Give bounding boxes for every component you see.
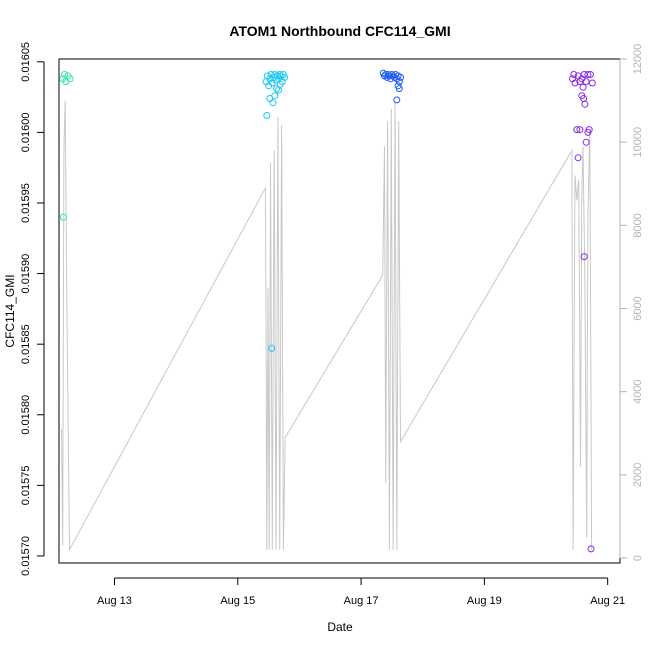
- x-tick-label: Aug 15: [220, 595, 255, 607]
- y-tick-label: 0.01580: [20, 395, 32, 435]
- data-point: [276, 80, 284, 88]
- y2-tick-label: 10000: [632, 127, 644, 158]
- data-point: [395, 85, 403, 93]
- data-point: [588, 79, 596, 87]
- data-point: [585, 126, 593, 134]
- data-point: [281, 73, 289, 81]
- chart-title: ATOM1 Northbound CFC114_GMI: [229, 23, 450, 39]
- data-point: [580, 253, 588, 261]
- y2-tick-label: 12000: [632, 44, 644, 75]
- y2-tick-label: 4000: [632, 379, 644, 403]
- data-point: [576, 126, 584, 134]
- y-tick-label: 0.01600: [20, 113, 32, 153]
- plot-frame: [58, 58, 621, 564]
- data-point: [586, 71, 594, 78]
- data-point: [269, 99, 277, 107]
- y-tick-label: 0.01590: [20, 254, 32, 294]
- x-tick-label: Aug 21: [590, 595, 625, 607]
- y-tick-label: 0.01575: [20, 465, 32, 505]
- y2-tick-label: 2000: [632, 463, 644, 487]
- x-tick-label: Aug 13: [97, 595, 132, 607]
- data-points-group: [59, 69, 596, 553]
- altitude-line: [61, 100, 593, 552]
- y-axis-right: 0 2000 4000 6000 8000 10000 12000: [619, 44, 644, 561]
- data-point: [587, 545, 595, 553]
- data-point: [61, 71, 68, 78]
- data-point: [263, 112, 271, 119]
- data-point: [584, 71, 592, 78]
- data-point: [582, 138, 590, 146]
- x-tick-label: Aug 17: [344, 595, 379, 607]
- y-tick-label: 0.01605: [20, 42, 32, 82]
- data-point: [582, 78, 590, 86]
- y2-tick-label: 8000: [632, 213, 644, 237]
- data-point: [397, 73, 404, 81]
- altitude-line-group: [61, 100, 593, 552]
- y-axis-label: CFC114_GMI: [3, 274, 17, 347]
- data-point: [571, 79, 579, 87]
- data-point: [273, 85, 281, 93]
- data-point: [581, 100, 589, 108]
- data-point: [268, 344, 276, 352]
- y2-tick-label: 6000: [632, 296, 644, 320]
- y-tick-label: 0.01595: [20, 183, 32, 223]
- data-point: [579, 83, 587, 91]
- data-point: [395, 78, 403, 86]
- data-point: [59, 213, 67, 221]
- x-tick-label: Aug 19: [467, 595, 502, 607]
- x-axis-label: Date: [327, 620, 353, 634]
- data-point: [66, 75, 74, 83]
- data-point: [573, 126, 581, 134]
- data-point: [570, 71, 578, 78]
- data-point: [271, 92, 279, 100]
- y2-tick-label: 0: [632, 555, 644, 561]
- y-tick-label: 0.01570: [20, 536, 32, 576]
- y-axis-left: 0.01570 0.01575 0.01580 0.01585 0.01590 0.015…: [20, 42, 45, 576]
- y-tick-label: 0.01585: [20, 324, 32, 364]
- data-point: [275, 86, 282, 94]
- data-point: [393, 96, 401, 104]
- x-axis: Aug 13 Aug 15 Aug 17 Aug 19 Aug 21: [97, 577, 625, 607]
- data-point: [574, 154, 582, 162]
